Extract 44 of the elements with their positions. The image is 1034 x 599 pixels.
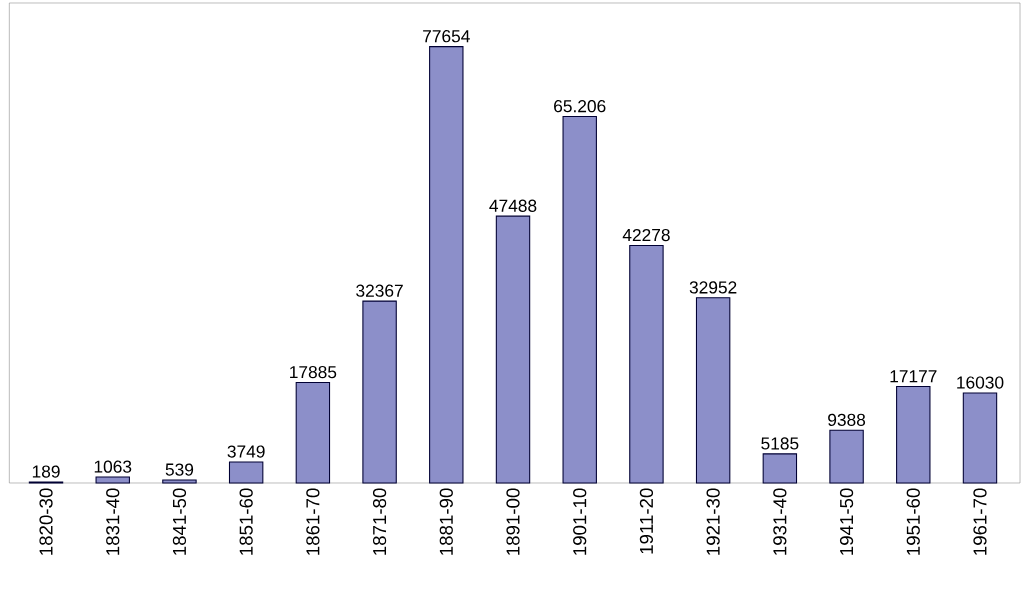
x-tick-label: 1831-40 bbox=[106, 488, 120, 555]
data-label: 1063 bbox=[94, 460, 132, 473]
bar bbox=[896, 385, 931, 484]
bar bbox=[962, 392, 998, 484]
x-tick-label: 1881-90 bbox=[439, 488, 453, 555]
x-tick-label: 1951-60 bbox=[906, 488, 920, 555]
bar bbox=[362, 300, 397, 484]
bar bbox=[495, 215, 531, 484]
bar bbox=[762, 453, 798, 484]
x-tick-label: 1941-50 bbox=[839, 488, 854, 555]
data-label: 32367 bbox=[356, 284, 403, 297]
data-label: 17885 bbox=[290, 365, 337, 379]
x-tick-label: 1911-20 bbox=[639, 488, 654, 554]
data-label: 189 bbox=[32, 465, 60, 478]
x-tick-label: 1841-50 bbox=[172, 488, 187, 555]
data-label: 32952 bbox=[689, 281, 737, 294]
bar bbox=[429, 46, 464, 484]
data-label: 9388 bbox=[828, 413, 866, 426]
data-label: 16030 bbox=[957, 376, 1004, 389]
bar bbox=[695, 297, 731, 484]
x-tick-label: 1851-60 bbox=[239, 488, 253, 555]
data-label: 42278 bbox=[622, 228, 670, 242]
x-tick-label: 1861-70 bbox=[306, 488, 320, 555]
bar bbox=[829, 429, 864, 484]
x-tick-label: 1921-30 bbox=[706, 488, 720, 555]
x-tick-label: 1931-40 bbox=[773, 488, 787, 555]
bar bbox=[629, 244, 664, 484]
bar bbox=[95, 476, 130, 484]
data-label: 77654 bbox=[423, 30, 470, 43]
data-label: 65.206 bbox=[554, 100, 606, 113]
data-label: 5185 bbox=[761, 437, 799, 450]
x-tick-label: 1871-80 bbox=[372, 488, 387, 555]
x-tick-label: 1891-00 bbox=[506, 488, 520, 555]
bar bbox=[562, 116, 597, 484]
data-label: 17177 bbox=[890, 370, 937, 383]
data-label: 47488 bbox=[489, 199, 537, 212]
x-tick-label: 1901-10 bbox=[573, 488, 587, 555]
data-label: 539 bbox=[165, 463, 194, 476]
data-label: 3749 bbox=[227, 445, 265, 458]
bar bbox=[295, 381, 331, 484]
bar bbox=[228, 461, 264, 484]
x-tick-label: 1820-30 bbox=[39, 488, 53, 555]
bar bbox=[162, 479, 197, 484]
x-tick-label: 1961-70 bbox=[973, 488, 987, 555]
